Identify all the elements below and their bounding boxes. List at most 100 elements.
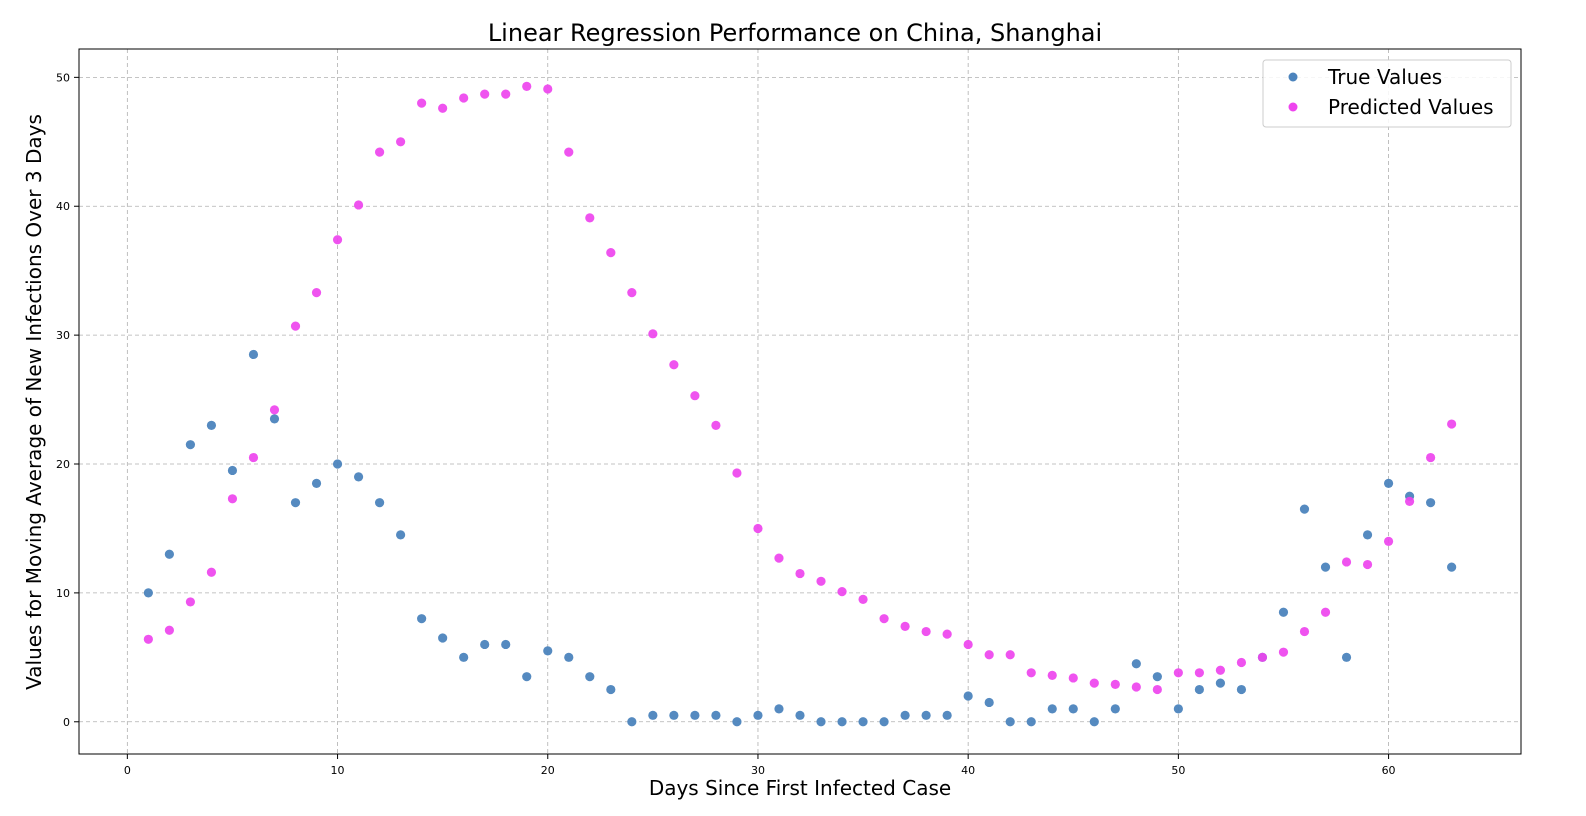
point-predicted-values xyxy=(480,89,490,99)
point-predicted-values xyxy=(879,614,889,624)
point-true-values xyxy=(1236,684,1247,695)
point-predicted-values xyxy=(417,98,427,108)
point-true-values xyxy=(585,672,595,682)
point-true-values xyxy=(837,717,847,727)
point-predicted-values xyxy=(248,452,259,463)
x-tick-label: 20 xyxy=(541,764,555,777)
point-true-values xyxy=(1194,684,1204,695)
point-predicted-values xyxy=(669,360,679,370)
point-predicted-values xyxy=(1426,452,1436,463)
point-true-values xyxy=(1173,704,1183,714)
point-predicted-values xyxy=(143,634,153,644)
point-true-values xyxy=(1047,704,1057,714)
point-predicted-values xyxy=(1110,679,1120,690)
point-predicted-values xyxy=(1236,657,1247,668)
point-predicted-values xyxy=(1152,684,1162,695)
point-predicted-values xyxy=(1194,668,1204,678)
point-predicted-values xyxy=(1362,559,1373,570)
point-true-values xyxy=(690,710,700,720)
point-true-values xyxy=(206,420,217,430)
point-predicted-values xyxy=(942,629,952,639)
point-true-values xyxy=(164,549,174,559)
point-true-values xyxy=(353,472,364,482)
point-predicted-values xyxy=(753,523,763,534)
point-true-values xyxy=(438,633,448,643)
point-true-values xyxy=(1383,478,1394,488)
point-predicted-values xyxy=(585,213,595,223)
point-true-values xyxy=(879,717,889,727)
point-true-values xyxy=(1341,652,1352,662)
point-true-values xyxy=(143,588,153,598)
point-true-values xyxy=(963,691,973,701)
point-predicted-values xyxy=(227,494,238,504)
point-true-values xyxy=(1068,704,1078,714)
point-predicted-values xyxy=(1215,665,1226,675)
point-true-values xyxy=(858,717,868,727)
point-true-values xyxy=(396,530,406,540)
point-predicted-values xyxy=(1299,626,1310,637)
point-predicted-values xyxy=(774,553,784,563)
point-true-values xyxy=(1152,672,1162,682)
point-true-values xyxy=(627,717,637,727)
point-predicted-values xyxy=(1320,607,1331,617)
point-true-values xyxy=(522,672,532,682)
point-true-values xyxy=(1278,607,1289,617)
point-predicted-values xyxy=(185,597,196,607)
y-tick-label: 40 xyxy=(56,200,70,213)
y-tick-label: 10 xyxy=(56,587,70,600)
point-true-values xyxy=(732,717,742,727)
point-predicted-values xyxy=(1404,496,1415,506)
point-true-values xyxy=(1215,678,1226,688)
legend-label-true-values: True Values xyxy=(1327,65,1442,89)
point-predicted-values xyxy=(1257,652,1268,662)
point-predicted-values xyxy=(732,468,742,478)
point-true-values xyxy=(942,710,952,720)
point-predicted-values xyxy=(501,89,511,99)
x-tick-label: 60 xyxy=(1382,764,1396,777)
y-tick-label: 30 xyxy=(56,329,70,342)
legend: True Values Predicted Values xyxy=(1262,59,1512,128)
point-predicted-values xyxy=(1447,419,1457,429)
point-predicted-values xyxy=(1089,678,1099,688)
x-axis-label: Days Since First Infected Case xyxy=(649,776,951,800)
point-predicted-values xyxy=(332,235,343,245)
point-predicted-values xyxy=(1173,668,1183,678)
point-predicted-values xyxy=(900,621,910,632)
point-true-values xyxy=(1426,498,1436,508)
point-predicted-values xyxy=(269,405,280,415)
point-predicted-values xyxy=(984,650,994,660)
data-points xyxy=(143,81,1457,727)
y-axis: 0 10 20 30 40 50 xyxy=(56,71,79,729)
point-true-values xyxy=(501,639,511,650)
point-predicted-values xyxy=(1068,673,1078,683)
point-predicted-values xyxy=(1131,682,1141,692)
point-predicted-values xyxy=(522,81,532,91)
point-true-values xyxy=(1447,562,1457,572)
point-predicted-values xyxy=(690,391,700,401)
grid-lines xyxy=(79,49,1521,754)
point-true-values xyxy=(480,639,490,650)
point-true-values xyxy=(711,710,721,720)
point-predicted-values xyxy=(1383,536,1394,546)
point-true-values xyxy=(816,717,826,727)
point-predicted-values xyxy=(396,137,406,147)
point-true-values xyxy=(185,440,196,450)
point-predicted-values xyxy=(837,587,847,597)
point-predicted-values xyxy=(438,103,448,113)
point-true-values xyxy=(459,652,469,662)
x-tick-label: 10 xyxy=(331,764,345,777)
point-true-values xyxy=(984,697,994,708)
point-true-values xyxy=(1299,504,1310,514)
y-tick-label: 0 xyxy=(63,716,70,729)
legend-label-predicted-values: Predicted Values xyxy=(1328,95,1494,119)
point-predicted-values xyxy=(816,576,826,586)
point-true-values xyxy=(1005,717,1015,727)
x-tick-label: 50 xyxy=(1171,764,1185,777)
point-true-values xyxy=(648,710,658,720)
point-true-values xyxy=(1110,704,1120,714)
point-true-values xyxy=(290,498,301,508)
point-predicted-values xyxy=(353,200,364,210)
point-predicted-values xyxy=(921,626,931,637)
y-axis-label: Values for Moving Average of New Infecti… xyxy=(22,114,46,690)
